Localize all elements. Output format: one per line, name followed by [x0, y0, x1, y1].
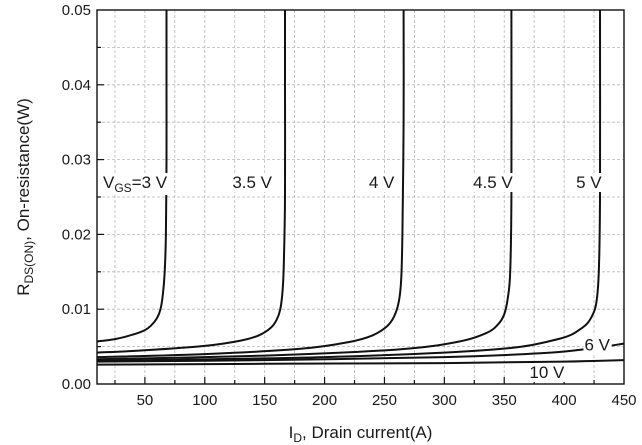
curve-label-main: 6 V	[584, 335, 610, 354]
x-tick-label: 150	[252, 392, 277, 409]
curve-label-main: 4 V	[369, 173, 395, 192]
x-tick-labels: 50 100 150 200 250 300 350 400 450	[137, 392, 637, 409]
curve-label-background	[231, 173, 274, 193]
curve-label-subscript: GS	[114, 181, 131, 195]
x-tick-label: 100	[192, 392, 217, 409]
x-tick-label: 300	[432, 392, 457, 409]
curve-label-main: 3.5 V	[232, 173, 272, 192]
x-tick-label: 400	[552, 392, 577, 409]
x-tick-label: 350	[492, 392, 517, 409]
curve-label-main: V	[103, 173, 115, 192]
series-line-4p5-v	[96, 9, 513, 361]
curve-label-background	[101, 173, 169, 196]
y-tick-labels: 0.00 0.01 0.02 0.03 0.04 0.05	[62, 2, 91, 393]
x-axis-title-main: I	[289, 423, 294, 442]
curve-label-background	[367, 173, 397, 193]
curve-label-5-v: 5 V	[576, 173, 602, 192]
curve-labels: VGS=3 V 3.5 V 4 V 4.5 V 5 V 6 V 10 V	[101, 173, 612, 383]
series-line-3p5-v	[96, 10, 287, 354]
curve-label-3p5-v: 3.5 V	[232, 173, 272, 192]
x-tick-label: 200	[312, 392, 337, 409]
plot-frame	[96, 9, 625, 385]
curve-label-background	[472, 173, 515, 193]
series-line-4-v	[96, 9, 405, 359]
x-axis-title-rest: , Drain current(A)	[302, 423, 432, 442]
y-tick-label: 0.01	[62, 301, 91, 318]
y-axis-title-subscript: DS(ON)	[22, 241, 36, 284]
curve-label-main: 5 V	[576, 173, 602, 192]
x-tick-label: 250	[372, 392, 397, 409]
series-line-10-v	[96, 359, 625, 366]
curve-label-background	[583, 335, 612, 355]
y-axis-title-rest: , On-resistance(W)	[14, 98, 33, 241]
curve-label-background	[528, 363, 567, 383]
y-tick-label: 0.05	[62, 2, 91, 19]
y-axis-title: RDS(ON), On-resistance(W)	[14, 98, 36, 296]
curve-label-background	[575, 173, 604, 193]
grid-layer	[97, 10, 624, 384]
series-line-vgs-3-v	[96, 10, 168, 343]
y-tick-label: 0.03	[62, 152, 91, 169]
y-axis-title-main: R	[14, 284, 33, 296]
x-tick-label: 50	[137, 392, 154, 409]
curve-label-main: 10 V	[529, 363, 565, 382]
tick-layer	[97, 46, 595, 384]
y-tick-label: 0.04	[62, 77, 91, 94]
curve-label-vgs-3-v: VGS=3 V	[103, 173, 168, 195]
curve-label-main: 4.5 V	[473, 173, 513, 192]
x-axis-title-subscript: D	[293, 431, 302, 445]
series-line-5-v	[96, 9, 602, 362]
curve-label-rest: =3 V	[132, 173, 168, 192]
y-tick-label: 0.00	[62, 376, 91, 393]
curve-layer	[96, 9, 625, 366]
curve-label-10-v: 10 V	[529, 363, 565, 382]
curve-label-4p5-v: 4.5 V	[473, 173, 513, 192]
x-axis-title: ID, Drain current(A)	[289, 423, 433, 445]
curve-label-6-v: 6 V	[584, 335, 610, 354]
curve-label-4-v: 4 V	[369, 173, 395, 192]
x-tick-label: 450	[611, 392, 636, 409]
y-tick-label: 0.02	[62, 226, 91, 243]
